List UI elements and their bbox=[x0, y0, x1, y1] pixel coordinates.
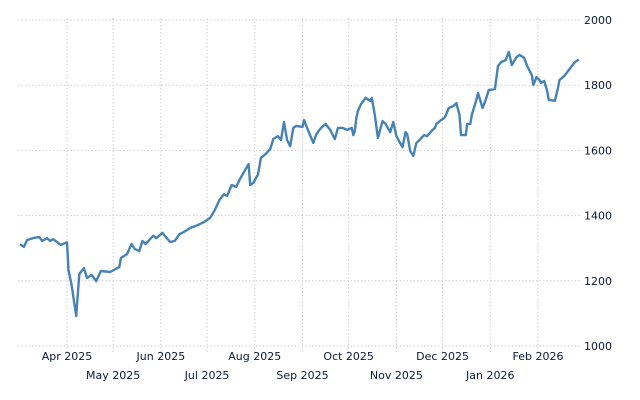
y-tick-label: 1200 bbox=[584, 275, 612, 288]
y-tick-label: 2000 bbox=[584, 14, 612, 27]
x-tick-label: May 2025 bbox=[86, 369, 140, 382]
series-line bbox=[19, 50, 580, 318]
x-tick-label: Jan 2026 bbox=[465, 369, 514, 382]
x-tick-label: Oct 2025 bbox=[323, 350, 374, 363]
grid bbox=[18, 18, 580, 352]
x-tick-label: Nov 2025 bbox=[370, 369, 423, 382]
y-tick-label: 1000 bbox=[584, 340, 612, 353]
y-tick-label: 1400 bbox=[584, 210, 612, 223]
y-axis-labels: 1000 1200 1400 1600 1800 2000 bbox=[584, 14, 612, 353]
x-tick-label: Jun 2025 bbox=[136, 350, 186, 363]
x-tick-label: Feb 2026 bbox=[513, 350, 564, 363]
x-tick-label: Dec 2025 bbox=[416, 350, 469, 363]
x-tick-label: Aug 2025 bbox=[228, 350, 281, 363]
x-tick-label: Sep 2025 bbox=[276, 369, 328, 382]
x-tick-label: Jul 2025 bbox=[184, 369, 230, 382]
y-tick-label: 1600 bbox=[584, 144, 612, 157]
x-tick-label: Apr 2025 bbox=[42, 350, 93, 363]
y-tick-label: 1800 bbox=[584, 79, 612, 92]
x-axis-labels: Apr 2025 May 2025 Jun 2025 Jul 2025 Aug 2025… bbox=[42, 350, 564, 382]
series bbox=[19, 50, 580, 318]
